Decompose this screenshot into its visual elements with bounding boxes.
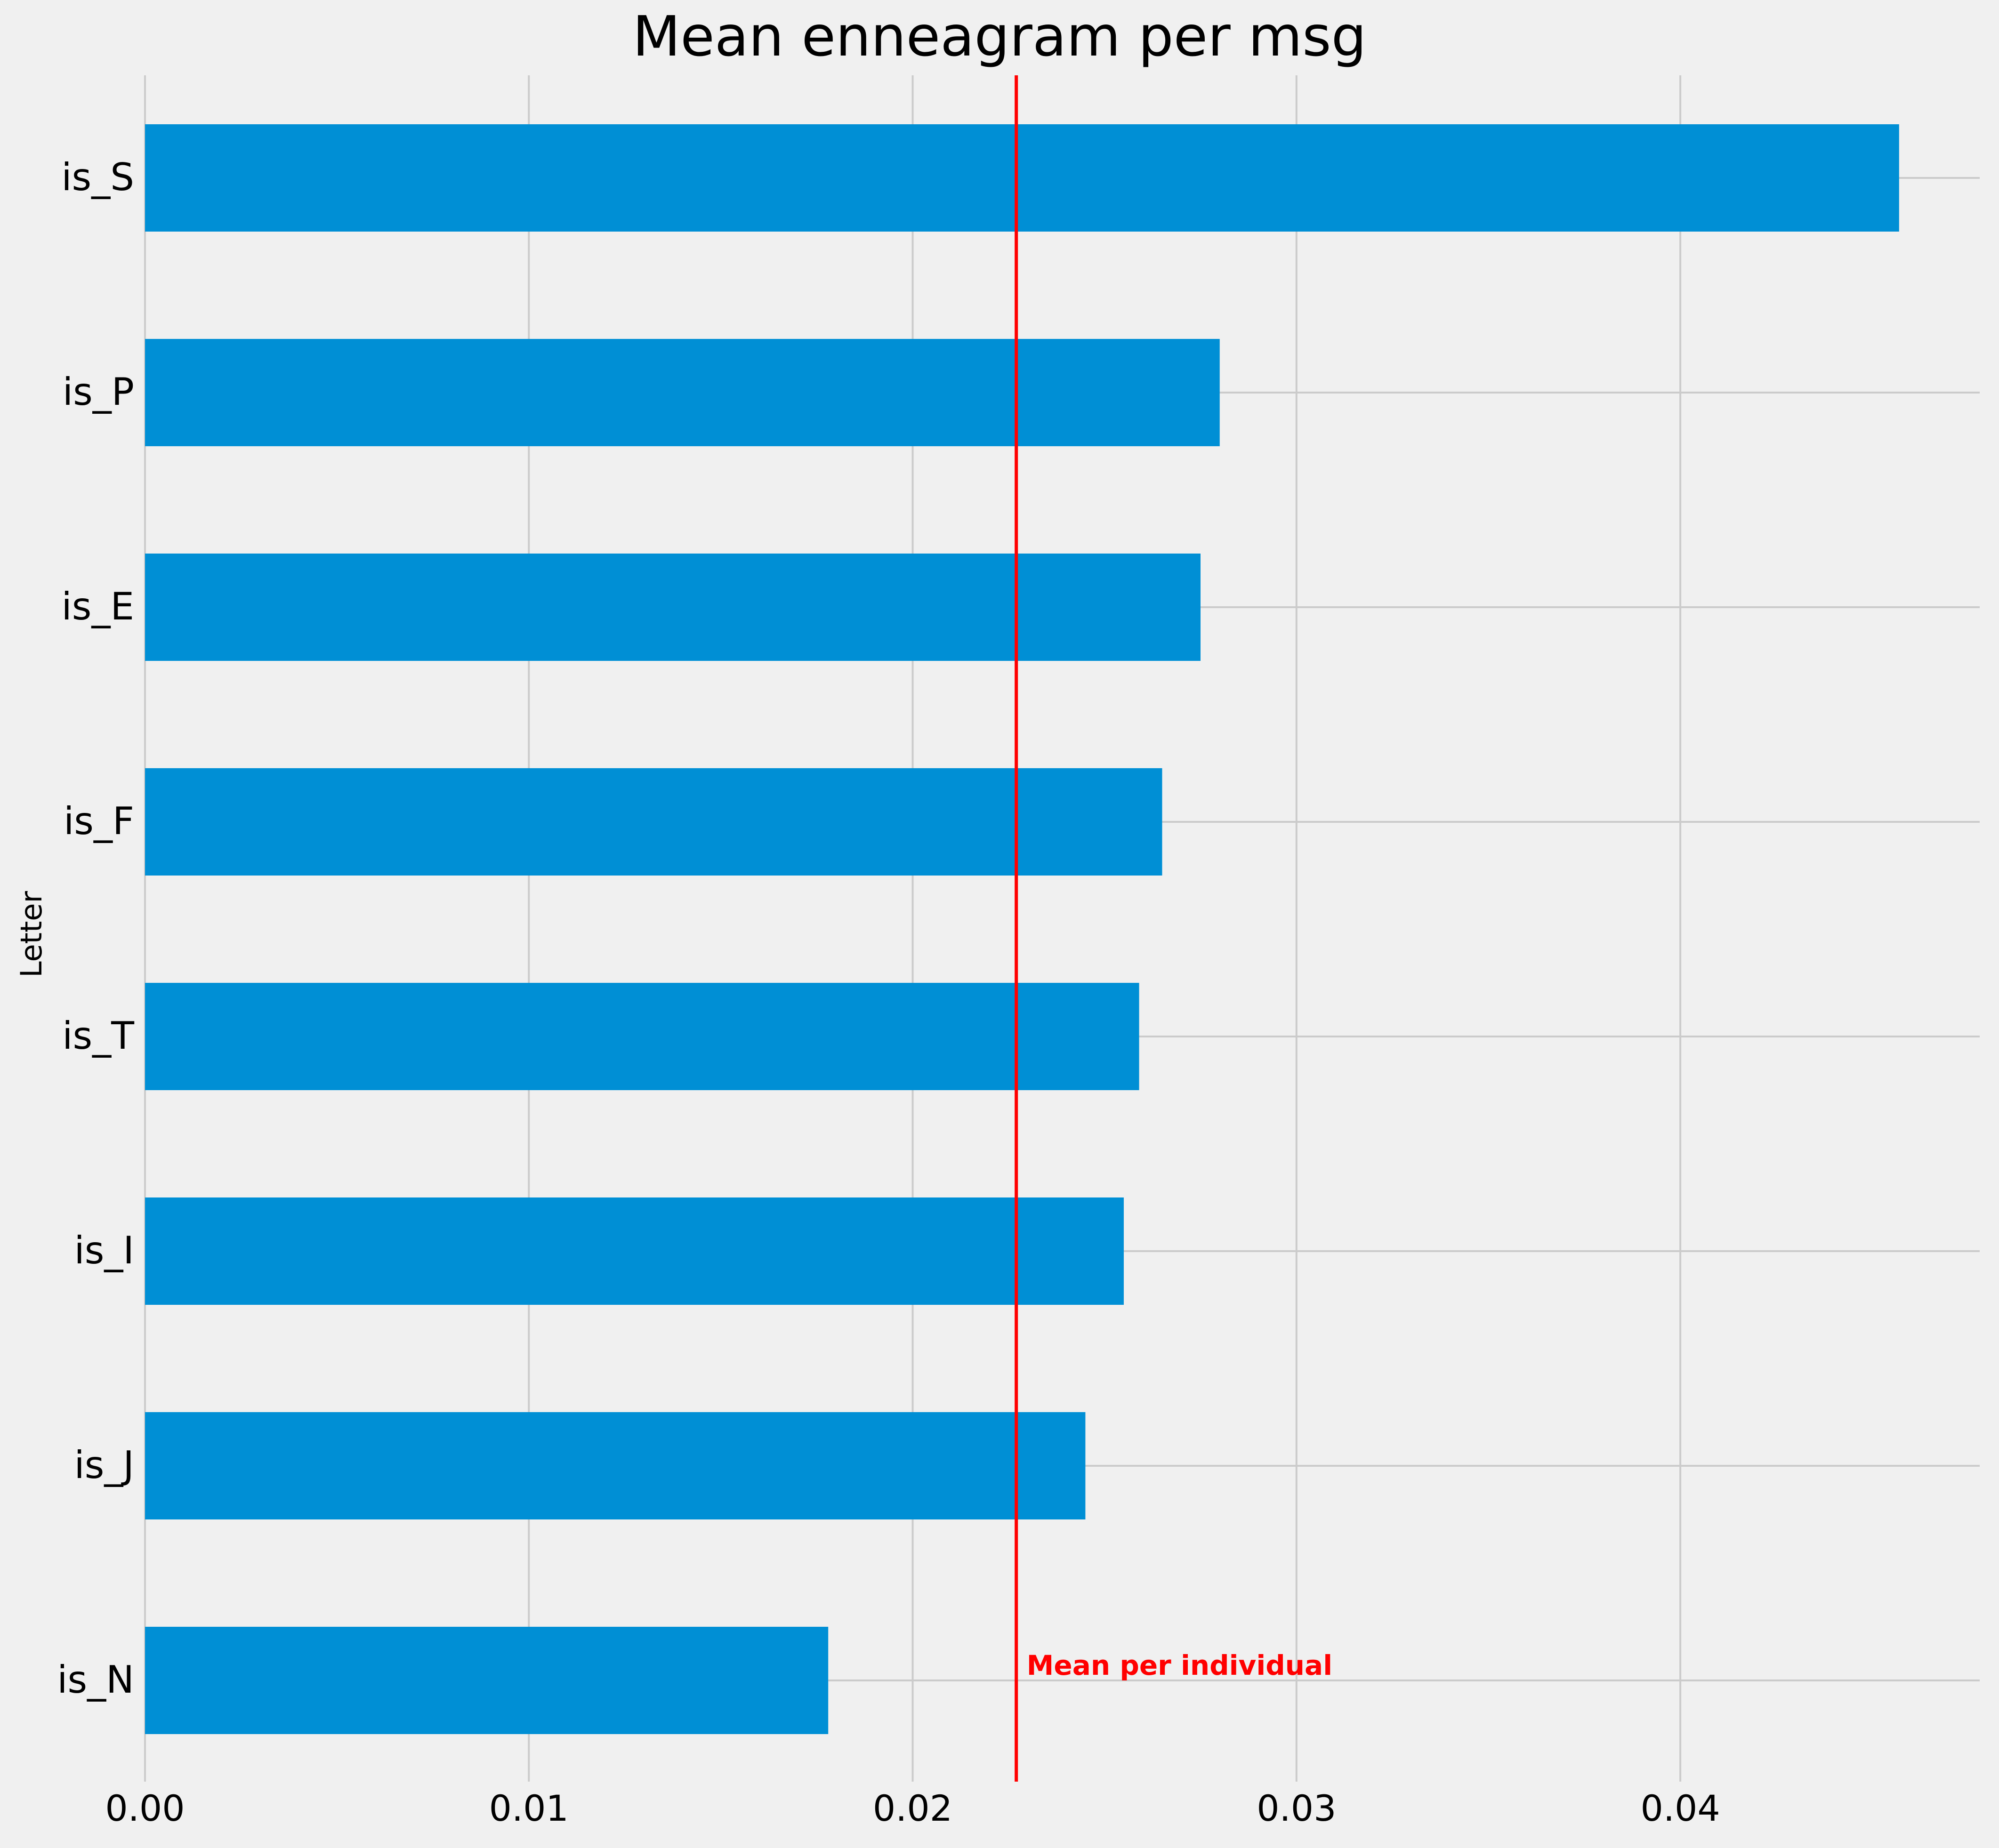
mean-reference-label: Mean per individual (1027, 1649, 1332, 1681)
y-tick-label-is_I: is_I (74, 1229, 135, 1272)
x-tick-label-0: 0.00 (105, 1787, 185, 1829)
bar-is_E (145, 554, 1201, 661)
y-tick-label-is_F: is_F (64, 799, 134, 843)
x-tick-label-3: 0.03 (1257, 1787, 1336, 1829)
y-axis-label: Letter (14, 891, 48, 978)
bar-is_T (145, 983, 1139, 1090)
y-tick-label-is_P: is_P (63, 370, 134, 414)
reference-line-layer: Mean per individual (1015, 75, 1332, 1782)
bar-is_J (145, 1412, 1086, 1519)
bar-is_F (145, 768, 1162, 876)
x-tick-label-4: 0.04 (1640, 1787, 1720, 1829)
grid-layer (144, 75, 1980, 1782)
x-tick-label-2: 0.02 (873, 1787, 952, 1829)
x-tick-label-1: 0.01 (489, 1787, 569, 1829)
y-tick-label-is_E: is_E (62, 585, 134, 628)
bar-is_P (145, 339, 1220, 446)
y-tick-label-is_T: is_T (62, 1014, 135, 1058)
bar-is_N (145, 1627, 829, 1734)
bars-layer (145, 124, 1899, 1734)
bar-is_I (145, 1197, 1124, 1305)
bar-is_S (145, 124, 1899, 232)
x-tick-labels: 0.00 0.01 0.02 0.03 0.04 (105, 1787, 1720, 1829)
chart-title: Mean enneagram per msg (632, 4, 1366, 69)
y-tick-label-is_S: is_S (61, 155, 134, 199)
y-tick-label-is_N: is_N (57, 1658, 134, 1702)
y-tick-labels: is_S is_P is_E is_F is_T is_I is_J is_N (57, 155, 135, 1702)
y-tick-label-is_J: is_J (74, 1443, 135, 1487)
